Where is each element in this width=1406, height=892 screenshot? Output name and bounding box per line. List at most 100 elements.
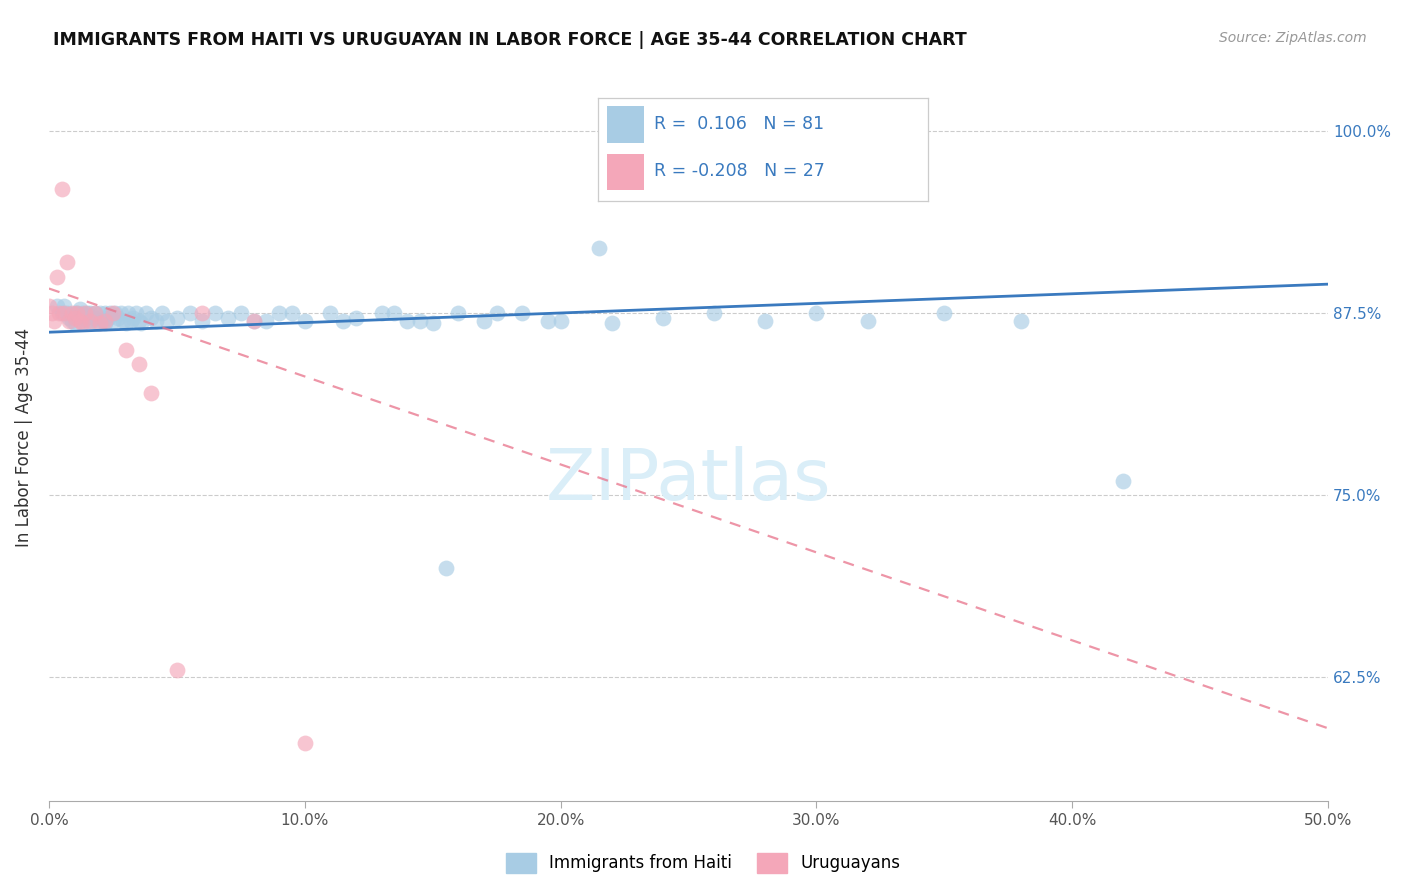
- Point: [319, 306, 342, 320]
- Point: [97, 310, 120, 325]
- Point: [66, 306, 89, 320]
- Point: [104, 306, 127, 320]
- Point: [191, 306, 214, 320]
- Point: [472, 313, 495, 327]
- Point: [485, 306, 508, 320]
- Point: [112, 313, 135, 327]
- Point: [69, 313, 91, 327]
- Point: [141, 310, 163, 325]
- Point: [100, 306, 122, 320]
- Point: [89, 306, 111, 320]
- Point: [60, 313, 83, 327]
- Point: [58, 313, 80, 327]
- Point: [135, 306, 157, 320]
- Point: [122, 310, 145, 325]
- Point: [332, 313, 354, 327]
- Point: [150, 306, 173, 320]
- Point: [45, 299, 67, 313]
- Text: ZIPatlas: ZIPatlas: [546, 446, 831, 516]
- Point: [69, 301, 91, 316]
- Point: [600, 317, 623, 331]
- Point: [191, 313, 214, 327]
- Point: [76, 306, 98, 320]
- Point: [117, 306, 139, 320]
- Point: [56, 306, 79, 320]
- Point: [63, 306, 86, 320]
- Point: [550, 313, 572, 327]
- Point: [79, 313, 101, 327]
- Point: [51, 306, 73, 320]
- Point: [73, 306, 96, 320]
- Point: [84, 306, 107, 320]
- Point: [58, 310, 80, 325]
- Point: [41, 306, 63, 320]
- Point: [229, 306, 252, 320]
- Point: [166, 310, 188, 325]
- Text: IMMIGRANTS FROM HAITI VS URUGUAYAN IN LABOR FORCE | AGE 35-44 CORRELATION CHART: IMMIGRANTS FROM HAITI VS URUGUAYAN IN LA…: [53, 31, 967, 49]
- Point: [89, 317, 111, 331]
- Point: [281, 306, 304, 320]
- Point: [101, 313, 124, 327]
- Point: [145, 313, 167, 327]
- Point: [120, 313, 142, 327]
- Y-axis label: In Labor Force | Age 35-44: In Labor Force | Age 35-44: [15, 327, 32, 547]
- Point: [242, 313, 264, 327]
- Point: [91, 313, 114, 327]
- Point: [294, 313, 316, 327]
- Point: [82, 313, 104, 327]
- Point: [66, 306, 89, 320]
- Point: [70, 306, 93, 320]
- Point: [217, 310, 239, 325]
- Point: [703, 306, 725, 320]
- Text: R =  0.106   N = 81: R = 0.106 N = 81: [654, 115, 824, 133]
- Point: [166, 663, 188, 677]
- Point: [48, 306, 70, 320]
- Point: [114, 317, 136, 331]
- Point: [125, 306, 148, 320]
- Point: [510, 306, 533, 320]
- Point: [51, 182, 73, 196]
- Point: [396, 313, 419, 327]
- Point: [38, 299, 60, 313]
- Point: [94, 317, 117, 331]
- Point: [60, 306, 83, 320]
- Point: [652, 310, 675, 325]
- Point: [806, 306, 828, 320]
- Point: [422, 317, 444, 331]
- Point: [856, 313, 879, 327]
- Point: [110, 306, 132, 320]
- Point: [84, 306, 107, 320]
- Point: [678, 124, 700, 138]
- Point: [409, 313, 432, 327]
- Point: [63, 317, 86, 331]
- Point: [76, 313, 98, 327]
- Point: [370, 306, 392, 320]
- Point: [45, 269, 67, 284]
- Point: [94, 306, 117, 320]
- Point: [107, 310, 129, 325]
- Point: [254, 313, 277, 327]
- Point: [56, 255, 79, 269]
- Point: [294, 736, 316, 750]
- Point: [537, 313, 560, 327]
- Point: [70, 317, 93, 331]
- Point: [53, 299, 76, 313]
- Text: Source: ZipAtlas.com: Source: ZipAtlas.com: [1219, 31, 1367, 45]
- Point: [128, 357, 150, 371]
- Point: [434, 561, 457, 575]
- Point: [141, 386, 163, 401]
- Legend: Immigrants from Haiti, Uruguayans: Immigrants from Haiti, Uruguayans: [499, 847, 907, 880]
- Text: R = -0.208   N = 27: R = -0.208 N = 27: [654, 162, 824, 180]
- Point: [1112, 474, 1135, 488]
- Point: [934, 306, 956, 320]
- Point: [94, 313, 117, 327]
- Point: [204, 306, 226, 320]
- Point: [269, 306, 291, 320]
- Point: [1010, 313, 1032, 327]
- Point: [101, 306, 124, 320]
- Point: [754, 313, 776, 327]
- Point: [42, 313, 65, 327]
- Point: [129, 317, 152, 331]
- Point: [588, 241, 610, 255]
- Point: [53, 306, 76, 320]
